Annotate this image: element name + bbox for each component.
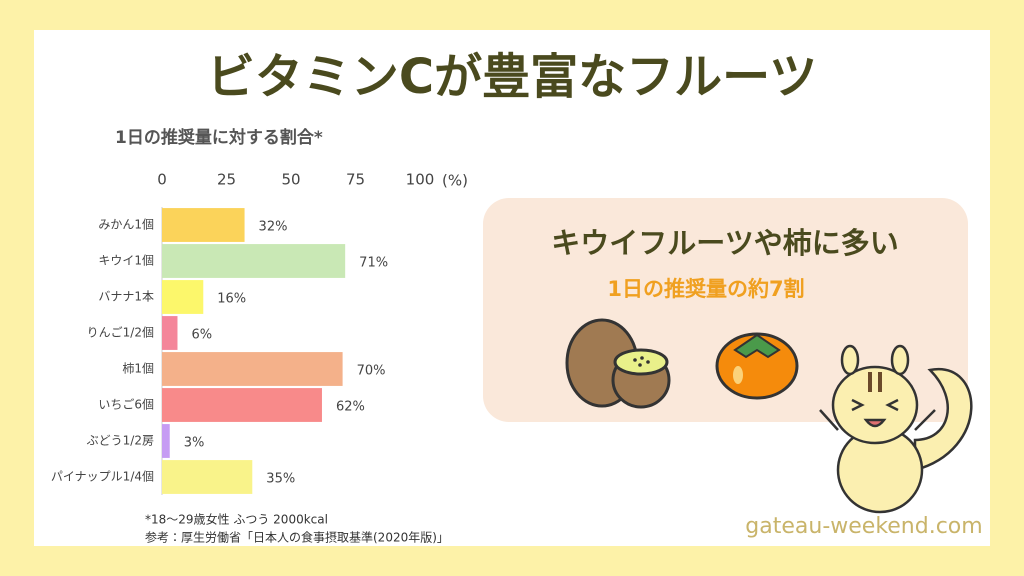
callout-subline: 1日の推奨量の約7割: [607, 277, 804, 301]
value-label: 35%: [266, 472, 295, 487]
squirrel-illustration: [819, 344, 973, 514]
value-label: 16%: [217, 292, 246, 307]
site-name: gateau-weekend.com: [745, 514, 982, 539]
x-axis-unit: (%): [442, 172, 468, 190]
y-tick-label: ぶどう1/2房: [87, 434, 154, 448]
bar: [162, 460, 253, 494]
y-tick-label: みかん1個: [98, 218, 154, 232]
bar: [162, 208, 245, 242]
bar: [162, 424, 170, 458]
chart-title: ビタミンCが豊富なフルーツ: [207, 49, 817, 105]
y-tick-label: 柿1個: [122, 361, 154, 376]
persimmon-illustration: [715, 332, 799, 400]
y-tick-label: りんご1/2個: [87, 325, 154, 340]
value-label: 70%: [357, 364, 386, 379]
x-tick-label: 50: [281, 171, 300, 189]
value-label: 6%: [191, 328, 212, 343]
callout-headline: キウイフルーツや柿に多い: [551, 226, 898, 260]
x-tick-label: 25: [217, 171, 236, 189]
footnote: *18～29歳女性 ふつう 2000kcal: [145, 513, 328, 527]
value-label: 32%: [259, 220, 288, 235]
x-tick-label: 75: [346, 171, 365, 189]
kiwi-illustration: [565, 318, 671, 409]
y-tick-label: いちご6個: [98, 397, 154, 412]
value-label: 62%: [336, 400, 365, 415]
bar: [162, 280, 204, 314]
bar: [162, 352, 343, 386]
chart-subtitle: 1日の推奨量に対する割合*: [115, 127, 323, 148]
value-label: 3%: [184, 436, 205, 451]
x-tick-label: 100: [406, 171, 435, 189]
x-tick-label: 0: [157, 171, 167, 189]
y-tick-label: キウイ1個: [98, 254, 154, 268]
bar: [162, 388, 322, 422]
footnote: 参考：厚生労働省「日本人の食事摂取基準(2020年版)」: [145, 530, 449, 545]
bar: [162, 244, 346, 278]
bar: [162, 316, 178, 350]
y-tick-label: パイナップル1/4個: [51, 470, 154, 484]
value-label: 71%: [359, 256, 388, 271]
y-tick-label: バナナ1本: [98, 290, 154, 304]
